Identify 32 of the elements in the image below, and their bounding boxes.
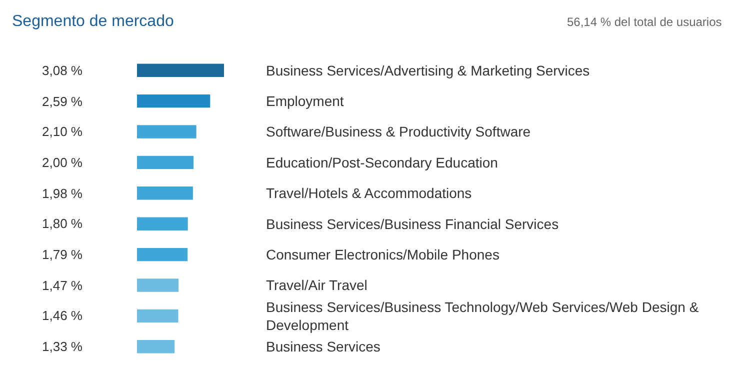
bar — [137, 156, 194, 170]
bar — [137, 125, 196, 138]
y-tick-label: Business Services — [266, 338, 380, 355]
y-tick-label: Travel/Air Travel — [266, 277, 368, 294]
y-tick-label: Business Services/Business Financial Services — [266, 216, 559, 232]
chart-title: Segmento de mercado — [12, 13, 174, 30]
bar — [137, 64, 224, 77]
data-label: 1,47 % — [42, 278, 83, 293]
data-label: 1,46 % — [42, 308, 83, 323]
data-label: 3,08 % — [42, 63, 83, 78]
y-tick-label: Business Services/Advertising & Marketing Services — [266, 62, 590, 78]
y-tick-label: Business Services/Business Technology/Web Services/Web Design & Development — [266, 298, 700, 333]
data-label: 1,33 % — [42, 339, 83, 354]
y-tick-label: Employment — [266, 92, 344, 109]
data-label: 1,79 % — [42, 247, 83, 262]
data-label: 2,00 % — [42, 155, 83, 170]
data-label: 2,59 % — [42, 94, 83, 109]
y-tick-label: Software/Business & Productivity Software — [266, 124, 531, 140]
data-label: 1,80 % — [42, 216, 83, 231]
y-tick-label: Consumer Electronics/Mobile Phones — [266, 246, 500, 262]
bar — [137, 278, 179, 292]
data-label: 1,98 % — [42, 186, 83, 201]
bar — [137, 186, 193, 200]
bar — [137, 248, 188, 262]
bar — [137, 340, 175, 354]
y-tick-label: Education/Post-Secondary Education — [266, 154, 498, 170]
data-label: 2,10 % — [42, 124, 83, 139]
bar — [137, 94, 210, 108]
bar — [137, 309, 178, 323]
text: 56,14 % del total de usuarios — [567, 15, 722, 29]
bar — [137, 217, 188, 230]
y-tick-label: Travel/Hotels & Accommodations — [266, 185, 472, 202]
